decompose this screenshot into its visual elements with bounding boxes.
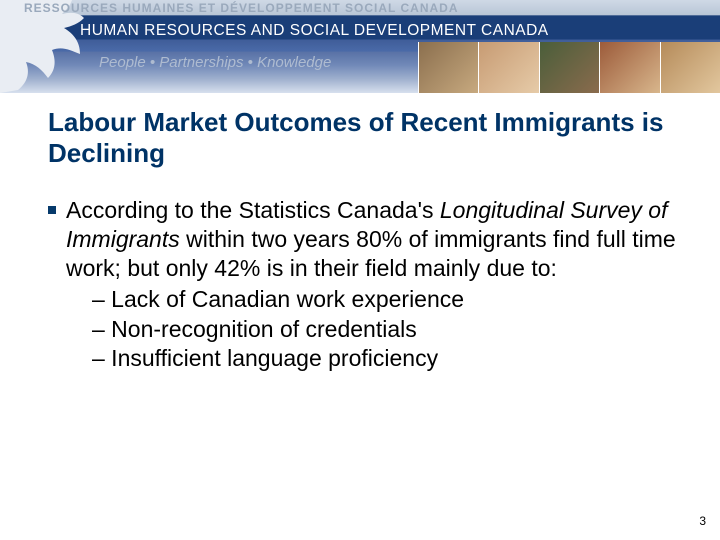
slide-title: Labour Market Outcomes of Recent Immigra…: [48, 107, 679, 168]
slide-content: Labour Market Outcomes of Recent Immigra…: [0, 93, 720, 374]
sub-bullet-3: – Insufficient language proficiency: [92, 344, 679, 373]
header-photo-5: [660, 42, 720, 93]
bullet-prefix: According to the Statistics Canada's: [66, 197, 440, 223]
bullet-item-1: According to the Statistics Canada's Lon…: [48, 196, 679, 283]
page-number: 3: [699, 514, 706, 528]
header-photo-1: [418, 42, 478, 93]
header-english-text: HUMAN RESOURCES AND SOCIAL DEVELOPMENT C…: [80, 22, 549, 40]
header-photo-strip: [418, 42, 720, 93]
sub-bullet-list: – Lack of Canadian work experience – Non…: [92, 285, 679, 373]
header-photo-3: [539, 42, 599, 93]
sub-bullet-2: – Non-recognition of credentials: [92, 315, 679, 344]
sub-bullet-1: – Lack of Canadian work experience: [92, 285, 679, 314]
bullet-text-1: According to the Statistics Canada's Lon…: [66, 196, 679, 283]
header-photo-2: [478, 42, 538, 93]
header-banner: RESSOURCES HUMAINES ET DÉVELOPPEMENT SOC…: [0, 0, 720, 93]
header-tagline: People • Partnerships • Knowledge: [99, 54, 331, 71]
header-french-text: RESSOURCES HUMAINES ET DÉVELOPPEMENT SOC…: [24, 1, 459, 15]
slide-container: RESSOURCES HUMAINES ET DÉVELOPPEMENT SOC…: [0, 0, 720, 540]
square-bullet-icon: [48, 206, 56, 214]
header-photo-4: [599, 42, 659, 93]
